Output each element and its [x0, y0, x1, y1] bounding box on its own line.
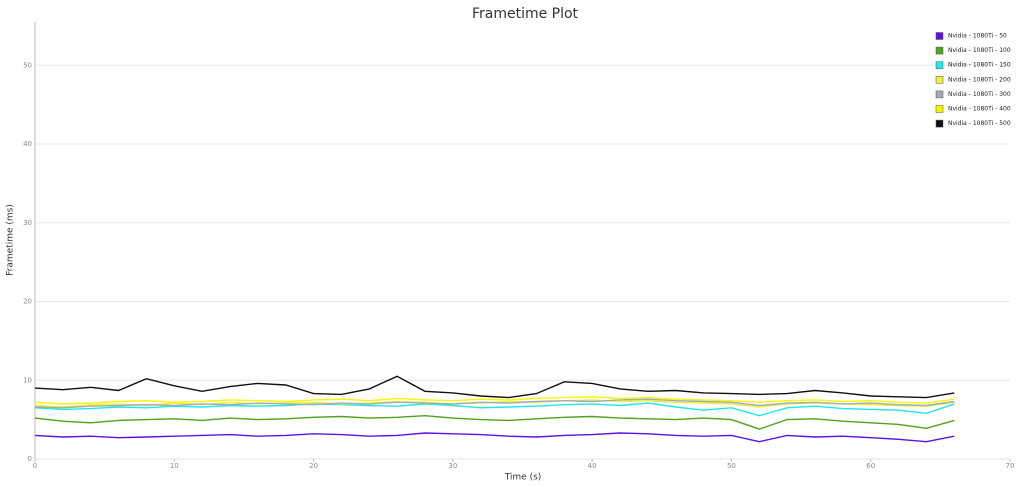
x-tick-label: 50: [727, 462, 736, 470]
legend-label: Nvidia - 1080Ti - 100: [948, 47, 1011, 54]
y-tick-label: 10: [23, 376, 32, 384]
legend-label: Nvidia - 1080Ti - 150: [948, 62, 1011, 69]
x-tick-label: 0: [33, 462, 37, 470]
legend-swatch: [935, 76, 944, 84]
x-tick-label: 20: [309, 462, 318, 470]
series-line: [34, 398, 955, 409]
legend-swatch: [935, 32, 944, 40]
legend-swatch: [935, 119, 944, 128]
legend-swatch: [935, 105, 944, 113]
series-line: [34, 396, 955, 405]
x-tick-label: 30: [448, 462, 457, 470]
legend-swatch: [935, 46, 944, 55]
y-tick-label: 0: [28, 455, 32, 463]
legend-label: Nvidia - 1080Ti - 200: [948, 76, 1011, 83]
x-tick-label: 60: [866, 462, 875, 470]
x-axis-label: Time (s): [504, 473, 542, 483]
y-tick-label: 20: [23, 298, 32, 306]
series-line: [34, 432, 955, 443]
y-tick-label: 30: [23, 219, 32, 227]
x-tick-label: 40: [588, 462, 597, 470]
legend-label: Nvidia - 1080Ti - 300: [948, 91, 1011, 98]
x-tick-label: 10: [170, 462, 179, 470]
legend-label: Nvidia - 1080Ti - 50: [948, 33, 1007, 40]
legend-label: Nvidia - 1080Ti - 400: [948, 106, 1011, 113]
series-line: [34, 402, 955, 417]
x-tick-label: 70: [1006, 462, 1015, 470]
y-tick-label: 50: [23, 61, 32, 69]
chart-title: Frametime Plot: [472, 6, 579, 22]
y-axis-label: Frametime (ms): [6, 204, 16, 276]
series-line: [34, 375, 955, 399]
legend-swatch: [935, 90, 944, 99]
legend-swatch: [935, 61, 944, 69]
series-line: [34, 414, 955, 430]
legend-label: Nvidia - 1080Ti - 500: [948, 120, 1011, 127]
y-tick-label: 40: [23, 140, 32, 148]
